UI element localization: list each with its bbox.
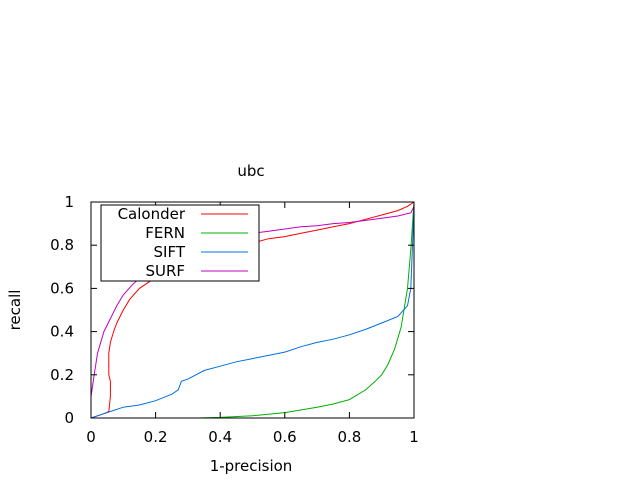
x-tick-label: 0.6 [273, 428, 297, 446]
legend-box [100, 204, 260, 282]
y-tick-label: 1 [64, 193, 74, 211]
y-tick-label: 0 [64, 409, 74, 427]
series-line-fern [197, 201, 415, 419]
series-line-sift [90, 206, 415, 419]
legend-label-fern: FERN [145, 224, 185, 242]
y-axis-label: recall [6, 290, 24, 331]
x-tick-label: 0.4 [208, 428, 232, 446]
chart-title: ubc [237, 162, 264, 180]
x-tick-label: 0.8 [337, 428, 361, 446]
x-tick-label: 0 [86, 428, 96, 446]
y-tick-label: 0.6 [50, 279, 74, 297]
y-tick-label: 0.8 [50, 236, 74, 254]
y-tick-label: 0.4 [50, 323, 74, 341]
x-tick-label: 1 [409, 428, 419, 446]
x-tick-label: 0.2 [144, 428, 168, 446]
y-tick-label: 0.2 [50, 366, 74, 384]
legend-label-calonder: Calonder [118, 205, 186, 223]
plot-frame [90, 201, 415, 419]
legend-label-sift: SIFT [154, 243, 186, 261]
x-axis-label: 1-precision [210, 457, 293, 475]
legend-label-surf: SURF [145, 262, 185, 280]
